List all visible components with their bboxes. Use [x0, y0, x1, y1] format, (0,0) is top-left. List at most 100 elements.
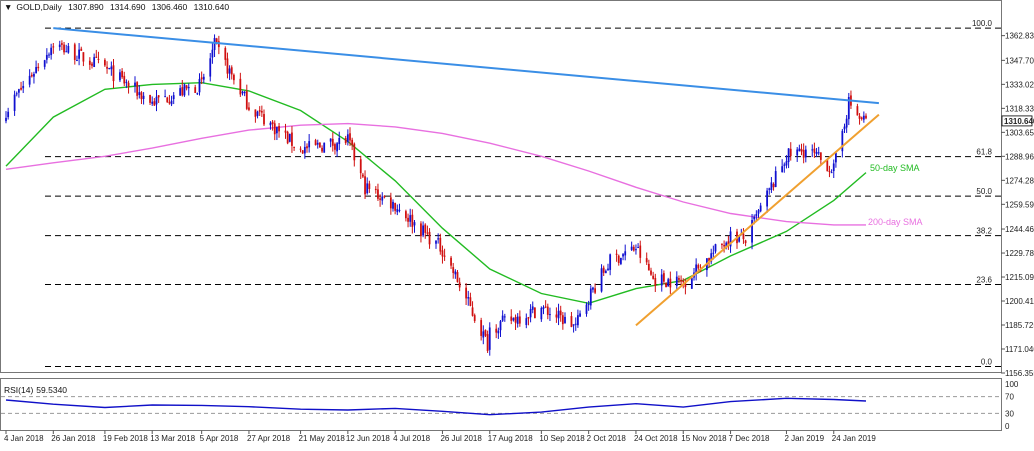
candle-body: [172, 95, 175, 100]
sma200-line: [5, 122, 866, 226]
candle-body: [211, 49, 214, 58]
open-value: 1307.890: [68, 2, 104, 12]
price-frame: [0, 0, 1002, 373]
candle-body: [574, 323, 577, 325]
candle-body: [35, 67, 37, 74]
candle-body: [527, 317, 530, 319]
candle-body: [531, 306, 534, 310]
resistance-trendline: [53, 27, 879, 105]
candle-body: [497, 330, 500, 334]
candle-body: [331, 138, 334, 146]
y-tick-label: 1156.355: [1005, 369, 1034, 378]
candle-body: [112, 65, 115, 82]
candle-body: [138, 92, 141, 95]
candle-body: [471, 307, 474, 316]
candle-body: [435, 240, 437, 244]
candle-body: [125, 81, 128, 83]
candle-body: [405, 211, 407, 219]
y-tick-label: 1318.335: [1005, 104, 1034, 113]
candle-body: [495, 328, 498, 333]
y-tick-label: 1259.595: [1005, 200, 1034, 209]
candle-body: [319, 142, 321, 148]
candle-body: [712, 252, 715, 254]
candle-body: [450, 257, 452, 266]
candle-body: [374, 188, 377, 191]
candle-body: [604, 270, 607, 274]
candle-body: [710, 253, 713, 262]
candle-body: [78, 49, 80, 59]
candle-body: [95, 56, 98, 58]
candle-body: [727, 241, 730, 246]
candle-body: [228, 68, 231, 74]
candle-body: [273, 123, 276, 135]
candle-body: [271, 121, 274, 124]
candle-body: [697, 264, 700, 269]
candle-body: [751, 220, 753, 243]
rsi-line: [5, 397, 867, 416]
candle-body: [465, 287, 467, 299]
candle-body: [346, 134, 349, 142]
candle-body: [396, 209, 399, 213]
candle-body: [185, 85, 188, 89]
candle-body: [364, 176, 366, 195]
candle-body: [632, 246, 635, 251]
candle-body: [303, 146, 306, 154]
y-tick-label: 1185.725: [1005, 321, 1034, 330]
candle-body: [665, 283, 667, 288]
candle-body: [344, 138, 347, 144]
candle-body: [136, 82, 139, 96]
candle-body: [76, 59, 78, 61]
candle-body: [351, 139, 354, 145]
candle-body: [456, 272, 459, 283]
candle-body: [43, 60, 46, 67]
candle-body: [329, 138, 332, 142]
candle-body: [708, 257, 710, 261]
candle-body: [602, 267, 605, 273]
x-tick-label: 19 Feb 2018: [103, 434, 148, 443]
candle-body: [742, 233, 745, 240]
y-tick-label: 1215.095: [1005, 273, 1034, 282]
candle-body: [394, 203, 397, 211]
collapse-icon[interactable]: ▼: [4, 2, 13, 12]
candle-body: [516, 316, 519, 324]
candle-body: [308, 141, 311, 148]
candle-body: [862, 115, 865, 120]
candle-body: [828, 170, 831, 172]
candle-body: [213, 37, 216, 50]
candle-body: [577, 315, 579, 326]
y-tick-label: 1244.465: [1005, 225, 1034, 234]
candle-body: [860, 117, 863, 119]
candle-body: [153, 101, 156, 106]
candle-body: [422, 225, 424, 236]
y-tick-label: 1229.780: [1005, 249, 1034, 258]
candle-body: [321, 147, 323, 152]
candle-body: [561, 315, 564, 325]
candle-body: [106, 66, 108, 69]
candle-body: [682, 280, 685, 283]
x-tick-label: 15 Nov 2018: [681, 434, 727, 443]
candle-body: [813, 148, 816, 153]
candle-body: [5, 117, 7, 122]
candle-body: [168, 101, 171, 104]
candle-body: [437, 238, 440, 240]
rsi-frame: [0, 378, 1002, 431]
candle-body: [121, 71, 123, 78]
candle-body: [514, 316, 517, 323]
candle-body: [835, 152, 837, 163]
candle-body: [858, 115, 861, 119]
y-tick-label: 1362.835: [1005, 32, 1034, 41]
candle-body: [663, 273, 665, 282]
candle-body: [639, 245, 642, 258]
sma50-annotation: 50-day SMA: [870, 163, 920, 173]
candle-body: [482, 331, 485, 338]
candle-body: [559, 310, 562, 316]
x-tick-label: 5 Apr 2018: [200, 434, 239, 443]
y-tick-label: 1333.020: [1005, 80, 1034, 89]
low-value: 1306.460: [151, 2, 188, 12]
candle-body: [841, 130, 844, 152]
candle-body: [721, 244, 723, 246]
candle-body: [108, 68, 111, 70]
candle-body: [258, 110, 261, 112]
